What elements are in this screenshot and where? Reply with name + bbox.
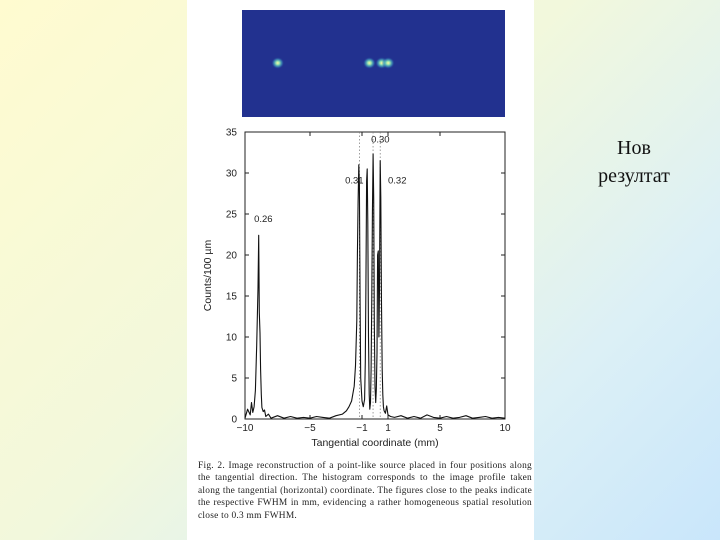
y-tick-label-1: 5: [231, 374, 237, 385]
x-axis-label: Tangential coordinate (mm): [311, 437, 438, 449]
x-tick-label-3: 1: [385, 423, 391, 434]
y-tick-label-5: 25: [226, 210, 238, 221]
reconstructed-image-canvas: [271, 57, 395, 69]
histogram-series-line: [244, 153, 506, 419]
y-tick-label-4: 20: [226, 251, 238, 262]
y-tick-label-3: 15: [226, 292, 238, 303]
histogram-chart: 0 5 10 15 20 25 30 35 −10 −5 −1 1 5 10 0.26 0.31 0.30 0.3…: [195, 122, 525, 452]
source-spot-1: [362, 57, 376, 69]
x-tick-label-2: −1: [356, 423, 368, 434]
y-tick-label-0: 0: [231, 415, 237, 426]
reconstructed-image: [242, 10, 505, 117]
y-tick-label-2: 10: [226, 333, 238, 344]
fwhm-annotation-3: 0.32: [388, 176, 407, 187]
y-tick-label-7: 35: [226, 128, 238, 139]
x-tick-label-4: 5: [437, 423, 443, 434]
x-tick-label-1: −5: [304, 423, 316, 434]
fwhm-annotation-1: 0.31: [345, 176, 364, 187]
figure-caption: Fig. 2. Image reconstruction of a point-…: [198, 461, 532, 521]
source-spot-0: [271, 57, 285, 69]
fwhm-annotation-0: 0.26: [254, 214, 273, 225]
source-spot-3: [381, 57, 395, 69]
x-tick-label-5: 10: [499, 423, 511, 434]
y-axis-label: Counts/100 µm: [202, 240, 214, 312]
plot-frame: [244, 131, 506, 420]
slide-title: Нов резултат: [548, 134, 720, 190]
slide-title-line-2: резултат: [598, 165, 670, 187]
slide-title-line-1: Нов: [617, 137, 651, 159]
x-tick-label-0: −10: [237, 423, 254, 434]
y-tick-label-6: 30: [226, 169, 238, 180]
fwhm-annotation-2: 0.30: [371, 135, 390, 146]
